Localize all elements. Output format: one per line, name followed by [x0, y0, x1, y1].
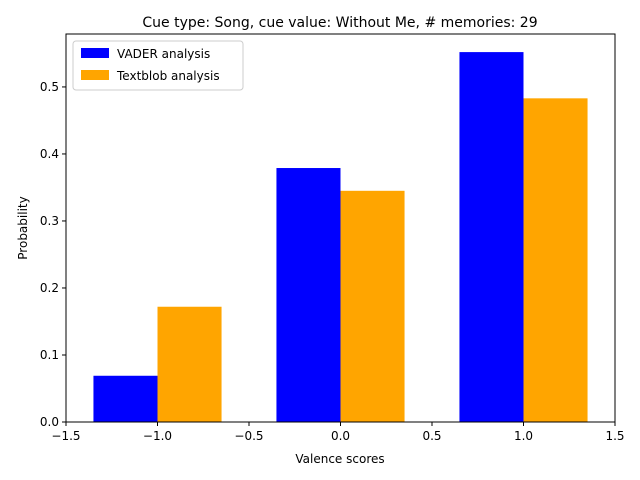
x-tick-label: 0.5	[422, 429, 441, 443]
legend-swatch-textblob	[81, 70, 109, 80]
bars	[93, 52, 588, 423]
y-tick-label: 0.2	[40, 281, 59, 295]
x-tick-label: −0.5	[234, 429, 263, 443]
x-tick-label: 0.0	[331, 429, 350, 443]
x-tick-label: −1.0	[143, 429, 172, 443]
bar-textblob-0	[157, 306, 222, 422]
y-tick-label: 0.0	[40, 415, 59, 429]
legend-label-vader: VADER analysis	[117, 47, 210, 61]
x-tick-label: 1.5	[605, 429, 624, 443]
legend-swatch-vader	[81, 48, 109, 58]
bar-textblob-1	[340, 190, 405, 422]
x-tick-label: −1.5	[51, 429, 80, 443]
y-axis-ticks: 0.0 0.1 0.2 0.3 0.4 0.5	[40, 80, 66, 429]
bar-textblob-2	[523, 98, 588, 422]
legend: VADER analysis Textblob analysis	[72, 40, 244, 91]
bar-vader-0	[93, 375, 158, 422]
x-axis-ticks: −1.5 −1.0 −0.5 0.0 0.5 1.0 1.5	[51, 422, 625, 443]
y-axis-label: Probability	[16, 196, 30, 259]
x-axis-label: Valence scores	[295, 452, 384, 466]
y-tick-label: 0.3	[40, 214, 59, 228]
y-tick-label: 0.5	[40, 80, 59, 94]
legend-label-textblob: Textblob analysis	[116, 69, 220, 83]
y-tick-label: 0.1	[40, 348, 59, 362]
bar-vader-2	[459, 52, 524, 423]
bar-vader-1	[276, 168, 341, 422]
legend-box	[72, 40, 244, 91]
y-tick-label: 0.4	[40, 147, 59, 161]
axes-frame	[65, 33, 616, 423]
x-tick-label: 1.0	[514, 429, 533, 443]
chart-title: Cue type: Song, cue value: Without Me, #…	[142, 15, 537, 31]
